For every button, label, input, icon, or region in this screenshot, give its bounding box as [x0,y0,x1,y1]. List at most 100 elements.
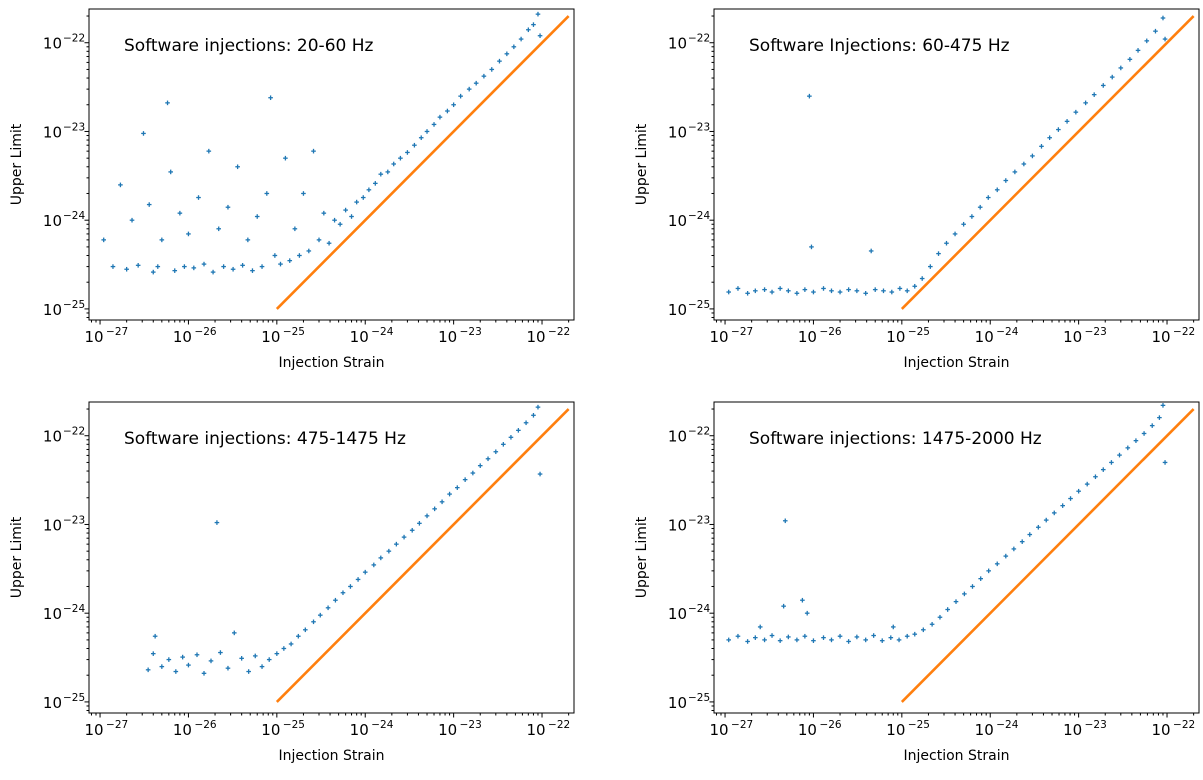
data-point [1011,546,1017,552]
data-point [264,191,270,196]
y-tick-label: 10 [668,212,687,230]
data-point [333,597,338,603]
data-point [1056,127,1061,132]
x-tick-exponent: −23 [460,719,482,731]
y-tick-label: 10 [668,35,687,53]
minor-ticks [86,15,570,323]
chart-panel-2: 10 −27 10 −26 10 −25 10 −24 10 −23 10 −22 10 −25 10 −24… [601,0,1203,385]
chart-panel-3: 10 −27 10 −26 10 −25 10 −24 10 −23 10 −22 10 −25 10 −24… [0,390,601,780]
data-point [811,289,816,295]
data-point [777,286,783,291]
data-point [952,231,958,237]
x-tick-exponent: −26 [819,326,841,338]
data-point [325,605,331,611]
data-point [240,263,245,268]
data-point [800,597,805,603]
x-tick-exponent: −25 [283,719,305,731]
x-tick-label: 10 [84,328,103,346]
data-point [214,520,220,525]
x-tick-label: 10 [261,328,280,346]
x-tick-label: 10 [526,328,545,346]
data-point [986,568,991,574]
data-point [753,288,758,294]
x-tick-label: 10 [886,721,905,739]
data-point [418,135,424,141]
data-point [437,114,443,120]
data-point [135,263,141,268]
x-tick-exponent: −23 [460,326,482,338]
data-point [762,637,767,643]
y-tick-exponent: −24 [63,210,85,222]
data-point [1073,109,1079,115]
data-point [994,187,1000,193]
data-point [412,142,417,148]
data-point [145,667,151,673]
reference-line [900,15,1195,310]
data-point [373,181,378,186]
data-point [516,428,521,433]
data-point [489,67,495,72]
x-tick-exponent: −24 [371,719,393,731]
data-point [526,27,531,33]
y-tick-exponent: −22 [688,33,710,45]
data-point [477,463,483,468]
data-point [1019,539,1025,544]
x-tick-exponent: −23 [1085,719,1107,731]
x-tick-exponent: −24 [371,326,393,338]
data-point [231,630,237,636]
data-point [897,286,903,291]
data-point [141,131,146,136]
data-point [1084,481,1090,487]
data-point [769,289,775,295]
data-point [311,148,316,154]
x-tick-exponent: −27 [106,719,128,731]
data-point [348,584,353,589]
y-tick-label: 10 [43,301,62,319]
data-point [311,619,316,625]
data-point [501,442,506,447]
data-point [535,404,541,410]
x-tick-exponent: −26 [194,719,216,731]
data-point [252,653,258,659]
data-point [863,290,868,296]
x-tick-label: 10 [798,721,817,739]
data-point [912,631,918,637]
data-point [1012,169,1018,175]
data-point [278,261,283,267]
data-point [182,264,187,269]
data-point [230,266,236,272]
data-point [481,73,487,79]
x-tick-label: 10 [1151,328,1170,346]
data-point [462,477,468,482]
data-point [1153,28,1158,34]
data-point [1043,517,1049,523]
data-point [340,590,346,596]
y-tick-exponent: −24 [63,603,85,615]
data-point [493,449,499,455]
data-point [201,261,207,267]
y-tick-label: 10 [668,516,687,534]
x-tick-label: 10 [526,721,545,739]
data-point [355,577,361,582]
data-point [394,541,399,547]
y-tick-exponent: −22 [688,426,710,438]
data-point [821,286,826,291]
data-point [343,207,348,213]
data-point [1162,460,1168,465]
data-point [194,652,200,658]
x-axis-label: Injection Strain [904,355,1010,371]
data-point [1135,48,1141,53]
data-point [266,657,272,662]
data-point [186,662,191,668]
data-point [1003,553,1009,559]
y-tick-label: 10 [668,301,687,319]
reference-line [275,408,570,703]
data-point [316,237,322,243]
data-point [881,288,886,294]
chart-panel-1: 10 −27 10 −26 10 −25 10 −24 10 −23 10 −22 10 −25 10 −24… [0,0,601,385]
data-point [210,269,216,275]
x-axis-label: Injection Strain [279,748,385,764]
x-tick-label: 10 [975,328,994,346]
x-tick-label: 10 [798,328,817,346]
data-point [306,248,312,254]
